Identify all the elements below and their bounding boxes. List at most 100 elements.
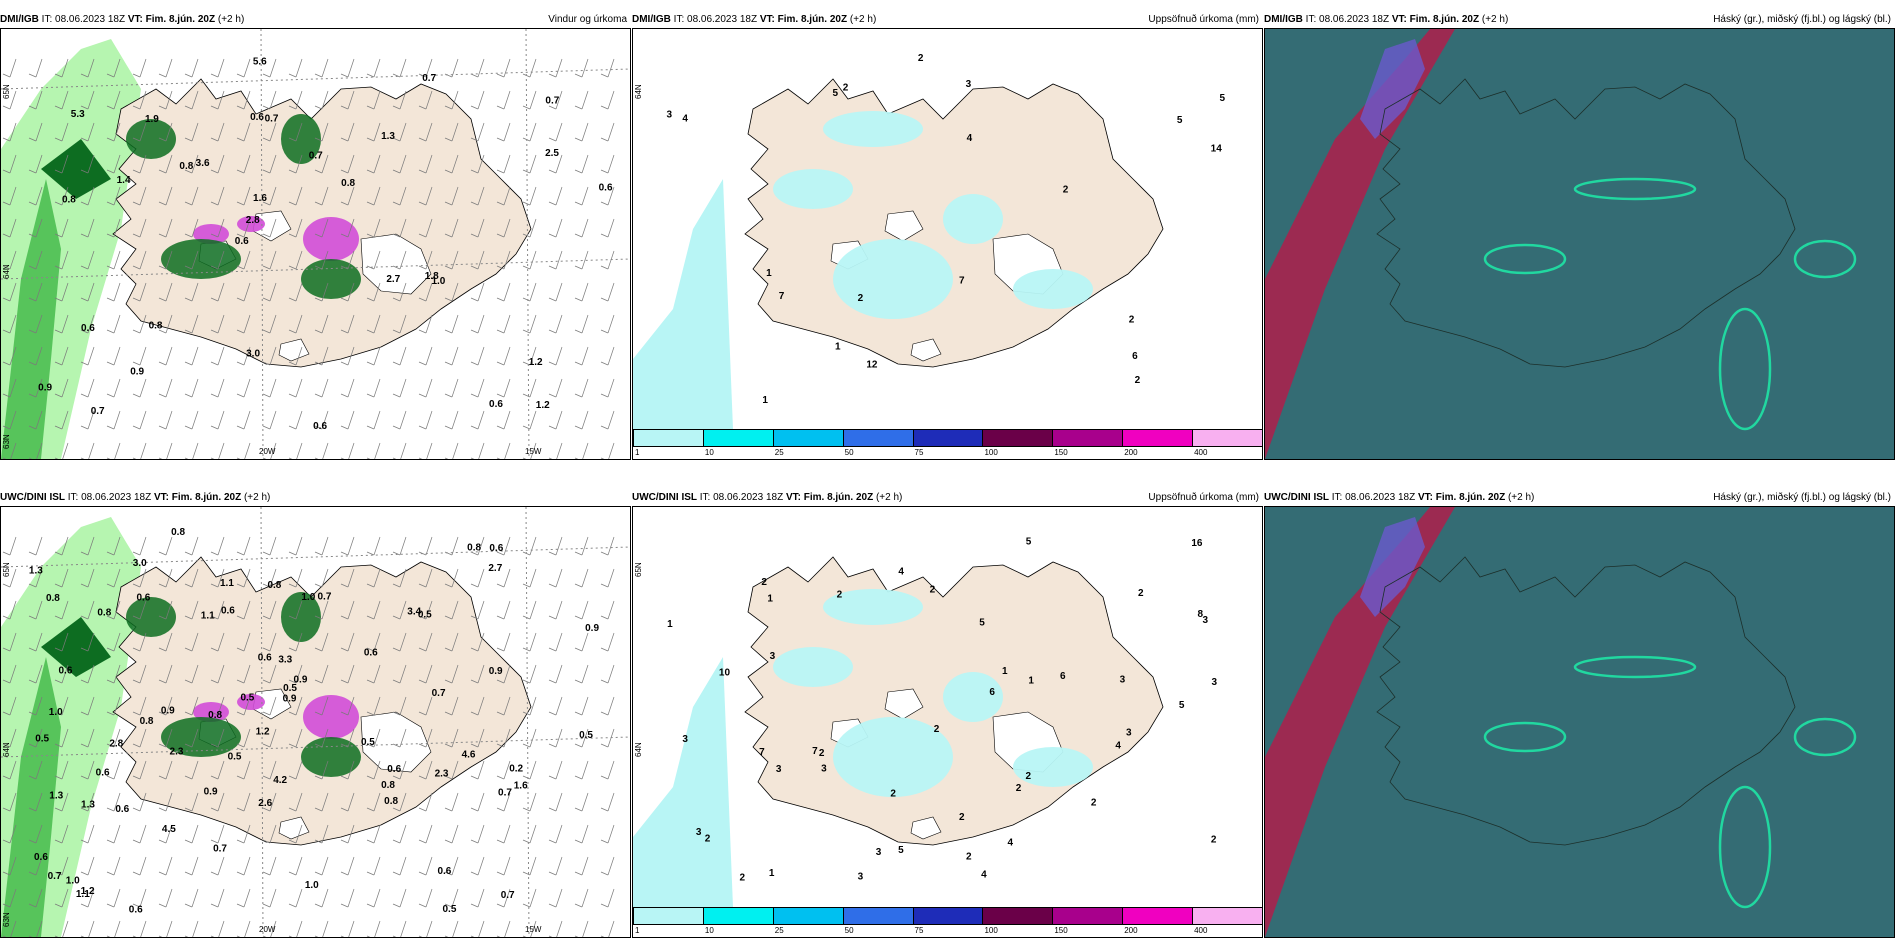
wind-barb: [158, 250, 173, 270]
wind-barb: [2, 664, 17, 684]
accum-patch: [943, 672, 1003, 722]
wind-barb: [366, 888, 381, 908]
wind-barb: [392, 856, 407, 876]
wind-barb: [2, 122, 17, 142]
panel-header: DMI/IGB IT: 08.06.2023 18Z VT: Fim. 8.jú…: [1264, 12, 1895, 28]
value-label: 4: [1115, 740, 1121, 751]
colorbar-swatch: [1052, 907, 1124, 925]
wind-barb: [392, 568, 407, 588]
wind-barb: [418, 122, 433, 142]
wind-barb: [262, 888, 277, 908]
value-label: 3: [1203, 615, 1209, 626]
wind-barb: [2, 696, 17, 716]
wind-barb: [262, 378, 277, 398]
wind-barb: [470, 250, 485, 270]
wind-barb: [600, 824, 615, 844]
wind-barb: [28, 250, 43, 270]
wind-barb: [158, 856, 173, 876]
wind-barb: [314, 90, 329, 110]
wind-barb: [522, 410, 537, 430]
colorbar-swatch: [772, 907, 844, 925]
wind-barb: [54, 58, 69, 78]
wind-barb: [210, 378, 225, 398]
wind-barb: [184, 600, 199, 620]
value-label: 2: [959, 812, 965, 823]
wind-barb: [236, 378, 251, 398]
accum-patch: [773, 169, 853, 209]
wind-barb: [340, 920, 355, 937]
wind-barb: [28, 218, 43, 238]
value-label: 0.7: [318, 592, 332, 603]
value-label: 0.6: [364, 648, 378, 659]
wind-barb: [496, 664, 511, 684]
wind-barb: [28, 122, 43, 142]
wind-barb: [418, 664, 433, 684]
wind-barb: [574, 728, 589, 748]
wind-barb: [210, 90, 225, 110]
wind-barb: [314, 282, 329, 302]
value-label: 0.5: [240, 693, 254, 704]
wind-barb: [28, 186, 43, 206]
wind-barb: [418, 154, 433, 174]
value-label: 3: [776, 764, 782, 775]
wind-barb: [418, 250, 433, 270]
wind-barb: [366, 632, 381, 652]
wind-barb: [80, 792, 95, 812]
wind-barb: [184, 792, 199, 812]
wind-barb: [392, 282, 407, 302]
accum-patch: [773, 647, 853, 687]
wind-barb: [548, 824, 563, 844]
wind-barb: [574, 346, 589, 366]
wind-barb: [132, 760, 147, 780]
wind-barb: [54, 568, 69, 588]
panel-title: Vindur og úrkoma: [548, 14, 627, 25]
wind-barb: [470, 728, 485, 748]
wind-barb: [444, 218, 459, 238]
wind-barb: [418, 346, 433, 366]
wind-barb: [80, 282, 95, 302]
wind-barb: [132, 90, 147, 110]
wind-barb: [184, 536, 199, 556]
value-label: 0.6: [599, 182, 613, 193]
wind-barb: [184, 154, 199, 174]
accum-patch: [823, 589, 923, 625]
wind-barb: [522, 282, 537, 302]
wind-barb: [600, 122, 615, 142]
value-label: 2: [1211, 834, 1217, 845]
value-label: 0.7: [545, 95, 559, 106]
wind-barb: [210, 888, 225, 908]
wind-barb: [548, 378, 563, 398]
precip-dark-patch: [281, 114, 321, 164]
value-label: 0.6: [235, 236, 249, 247]
value-label: 3.3: [278, 655, 292, 666]
wind-barb: [54, 410, 69, 430]
wind-barb: [184, 314, 199, 334]
wind-barb: [106, 888, 121, 908]
value-label: 2: [739, 873, 745, 884]
wind-barb: [132, 122, 147, 142]
valid-time: VT: Fim. 8.jún. 20Z: [127, 14, 216, 25]
wind-barb: [340, 760, 355, 780]
wind-barb: [28, 696, 43, 716]
wind-barb: [184, 632, 199, 652]
wind-barb: [184, 824, 199, 844]
value-label: 0.5: [361, 737, 375, 748]
axis-label: 65N: [2, 562, 11, 577]
wind-barb: [2, 536, 17, 556]
panel-header: DMI/IGB IT: 08.06.2023 18Z VT: Fim. 8.jú…: [0, 12, 631, 28]
wind-barb: [236, 888, 251, 908]
wind-barb: [496, 154, 511, 174]
wind-barb: [314, 378, 329, 398]
wind-barb: [574, 154, 589, 174]
cloud-edge-contour: [1718, 307, 1772, 431]
wind-barb: [548, 282, 563, 302]
wind-barb: [210, 600, 225, 620]
wind-barb: [418, 920, 433, 937]
value-label: 0.8: [140, 716, 154, 727]
value-label: 5.3: [71, 109, 85, 120]
wind-barb: [236, 58, 251, 78]
wind-barb: [470, 696, 485, 716]
wind-barb: [106, 632, 121, 652]
wind-barb: [496, 856, 511, 876]
